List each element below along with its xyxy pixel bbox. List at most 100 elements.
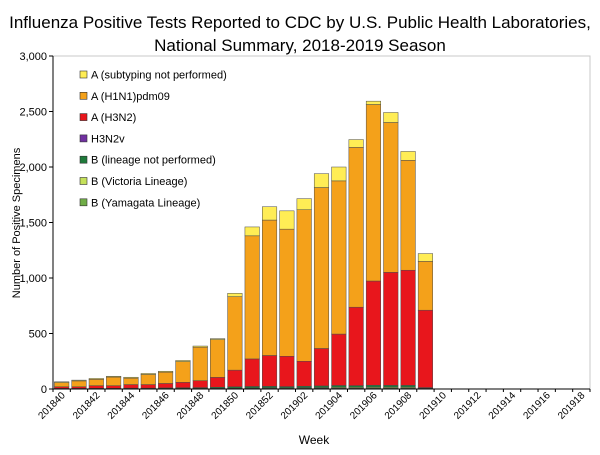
y-tick-label-1500: 1,500 xyxy=(19,218,47,230)
bar-segment-201846-s4 xyxy=(158,383,173,387)
legend: A (subtyping not performed) A (H1N1)pdm09… xyxy=(80,70,227,210)
legend-label-3: H3N2v xyxy=(91,133,125,145)
bar-segment-201906-s2 xyxy=(366,385,381,387)
y-tick-label-2000: 2,000 xyxy=(19,162,47,174)
legend-label-0: A (subtyping not performed) xyxy=(91,70,227,82)
bar-segment-201905-s2 xyxy=(349,386,364,388)
bar-segment-201841-s4 xyxy=(72,387,87,389)
legend-swatch-6 xyxy=(80,199,87,206)
bar-segment-201904-s2 xyxy=(332,385,347,387)
bar-segment-201907-s6 xyxy=(384,113,399,123)
y-axis-label: Number of Positive Specimens xyxy=(11,147,23,298)
bar-segment-201844-s4 xyxy=(124,385,139,389)
bar-segment-201902-s5 xyxy=(297,210,312,362)
bar-segment-201851-s6 xyxy=(245,227,260,236)
bar-segment-201843-s6 xyxy=(106,376,121,377)
bar-segment-201841-s6 xyxy=(72,380,87,381)
legend-swatch-5 xyxy=(80,178,87,185)
bar-segment-201848-s4 xyxy=(193,381,208,388)
bar-segment-201849-s6 xyxy=(210,339,225,340)
y-tick-label-3000: 3,000 xyxy=(19,51,47,63)
bar-segment-201842-s4 xyxy=(89,386,104,389)
bar-segment-201905-s4 xyxy=(349,307,364,385)
bar-segment-201902-s4 xyxy=(297,361,312,386)
x-tick-label-201848: 201848 xyxy=(175,390,207,422)
bar-segment-201902-s6 xyxy=(297,199,312,210)
bar-segment-201906-s4 xyxy=(366,281,381,385)
y-tick-label-2500: 2,500 xyxy=(19,107,47,119)
bar-segment-201850-s4 xyxy=(228,370,243,387)
x-tick-label-201852: 201852 xyxy=(244,390,276,422)
bar-segment-201903-s4 xyxy=(314,348,329,385)
chart-title-line-2: National Summary, 2018-2019 Season xyxy=(154,36,446,55)
x-tick-label-201844: 201844 xyxy=(106,390,138,422)
bar-segment-201849-s4 xyxy=(210,377,225,387)
x-tick-label-201914: 201914 xyxy=(487,390,519,422)
bar-segment-201907-s2 xyxy=(384,385,399,387)
legend-swatch-2 xyxy=(80,114,87,121)
x-axis-label: Week xyxy=(299,433,330,447)
bar-segment-201908-s5 xyxy=(401,160,416,270)
bar-segment-201847-s6 xyxy=(176,360,191,361)
bar-segment-201904-s6 xyxy=(332,167,347,181)
legend-swatch-1 xyxy=(80,92,87,99)
y-tick-label-500: 500 xyxy=(29,329,47,341)
bar-segment-201850-s5 xyxy=(228,297,243,370)
bar-segment-201850-s6 xyxy=(228,293,243,296)
bar-segment-201843-s4 xyxy=(106,386,121,389)
x-tick-label-201906: 201906 xyxy=(348,390,380,422)
legend-label-2: A (H3N2) xyxy=(91,112,136,124)
bar-segment-201908-s2 xyxy=(401,385,416,387)
bar-segment-201905-s6 xyxy=(349,140,364,148)
bar-segment-201852-s6 xyxy=(262,207,277,220)
bar-segment-201852-s5 xyxy=(262,220,277,355)
bar-segment-201847-s4 xyxy=(176,382,191,387)
bar-segment-201840-s6 xyxy=(54,382,69,383)
bar-segment-201851-s4 xyxy=(245,359,260,387)
bar-segment-201849-s5 xyxy=(210,340,225,378)
bar-segment-201906-s6 xyxy=(366,101,381,104)
x-tick-label-201910: 201910 xyxy=(418,390,450,422)
bar-segment-201845-s5 xyxy=(141,374,156,384)
legend-swatch-4 xyxy=(80,156,87,163)
bar-segment-201846-s5 xyxy=(158,372,173,383)
bar-segment-201903-s5 xyxy=(314,188,329,349)
bar-segment-201908-s6 xyxy=(401,151,416,160)
bar-segment-201909-s5 xyxy=(418,261,433,310)
x-tick-label-201850: 201850 xyxy=(210,390,242,422)
x-tick-label-201918: 201918 xyxy=(556,390,588,422)
bar-segment-201843-s5 xyxy=(106,377,121,386)
bar-segment-201840-s4 xyxy=(54,387,69,389)
bar-segment-201909-s6 xyxy=(418,254,433,262)
bar-segment-201907-s4 xyxy=(384,272,399,385)
bar-segment-201845-s4 xyxy=(141,385,156,389)
bar-segment-201845-s6 xyxy=(141,373,156,374)
x-tick-label-201846: 201846 xyxy=(140,390,172,422)
bar-segment-201842-s5 xyxy=(89,379,104,385)
chart-title-line-1: Influenza Positive Tests Reported to CDC… xyxy=(9,13,591,32)
x-tick-label-201908: 201908 xyxy=(383,390,415,422)
bar-segment-201904-s4 xyxy=(332,334,347,385)
bar-segment-201909-s4 xyxy=(418,310,433,387)
bar-segment-201848-s6 xyxy=(193,346,208,347)
bar-segment-201852-s4 xyxy=(262,355,277,386)
bar-segment-201901-s6 xyxy=(280,211,295,229)
bar-segment-201904-s5 xyxy=(332,181,347,334)
bar-segment-201840-s5 xyxy=(54,383,69,387)
bar-segment-201848-s5 xyxy=(193,347,208,381)
bar-segment-201907-s5 xyxy=(384,122,399,272)
legend-label-1: A (H1N1)pdm09 xyxy=(91,91,170,103)
bar-segment-201844-s5 xyxy=(124,378,139,384)
bar-segment-201842-s6 xyxy=(89,378,104,379)
x-tick-label-201916: 201916 xyxy=(521,390,553,422)
x-tick-label-201912: 201912 xyxy=(452,390,484,422)
bar-segment-201906-s5 xyxy=(366,105,381,281)
bar-segment-201901-s5 xyxy=(280,229,295,356)
bar-segment-201905-s5 xyxy=(349,147,364,307)
legend-swatch-3 xyxy=(80,135,87,142)
y-tick-label-0: 0 xyxy=(41,384,47,396)
bar-segment-201908-s4 xyxy=(401,270,416,385)
bar-segment-201841-s5 xyxy=(72,381,87,387)
